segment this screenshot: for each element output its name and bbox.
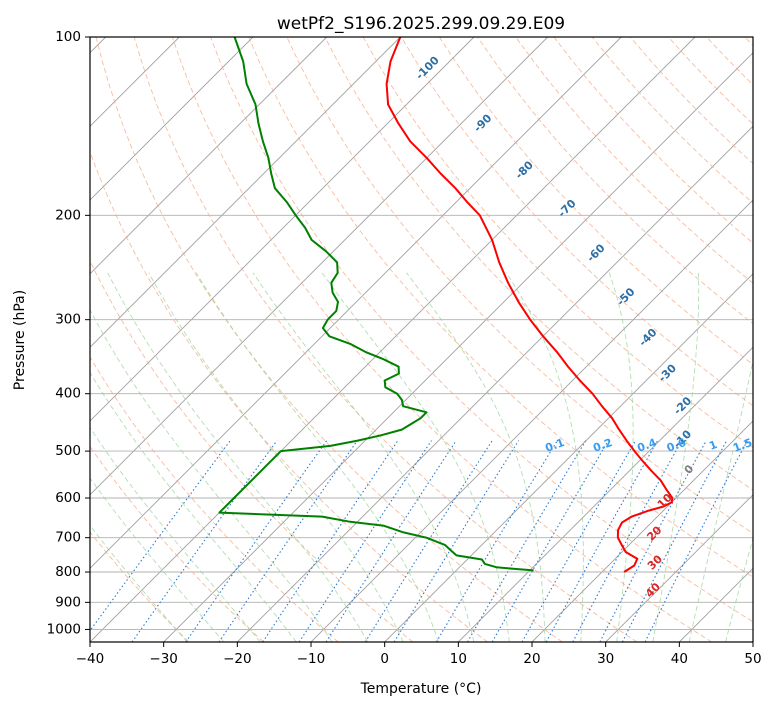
- mixing-ratio-label: 0.6: [665, 436, 688, 455]
- moist-adiabat-line: [406, 272, 546, 642]
- plot-frame: [89, 36, 754, 643]
- mixing-ratio-label: 0.4: [636, 436, 659, 455]
- y-tick-label: 300: [55, 312, 81, 328]
- moist-adiabat-line: [725, 536, 753, 642]
- y-tick-label: 200: [55, 207, 81, 223]
- isotherm-line: [90, 37, 254, 201]
- mixing-ratio-line: [90, 440, 231, 632]
- isotherm-line: [90, 37, 401, 348]
- dewpoint-profile-line: [218, 37, 534, 572]
- mixing-ratio-line: [435, 440, 558, 642]
- y-tick-label: 100: [55, 29, 81, 45]
- mixing-ratio-label: 0.2: [591, 436, 614, 455]
- mixing-ratio-line: [262, 440, 399, 642]
- mixing-ratio-line: [364, 440, 493, 642]
- moist-adiabat-line: [195, 272, 439, 642]
- moist-adiabat-line: [90, 426, 261, 642]
- mixing-ratio-label: 0.1: [543, 436, 566, 455]
- mixing-ratio-line: [467, 440, 587, 642]
- isotherm-line: [90, 37, 475, 422]
- x-tick-label: 50: [744, 651, 761, 667]
- mixing-ratio-label: 1.5: [731, 436, 754, 455]
- isotherm-line: [163, 52, 753, 642]
- moist-adiabat-line: [107, 272, 369, 642]
- mixing-ratio-line: [393, 440, 520, 642]
- dry-adiabat-line: [90, 150, 488, 642]
- moist-adiabat-line: [505, 272, 584, 642]
- mixing-ratio-line: [521, 440, 637, 642]
- dry-adiabat-line: [171, 37, 712, 642]
- dry-adiabat-line: [515, 37, 753, 284]
- dry-adiabat-line: [90, 531, 190, 642]
- y-tick-label: 1000: [47, 621, 81, 637]
- moist-adiabat-line: [688, 358, 753, 642]
- x-axis-label: Temperature (°C): [360, 681, 482, 697]
- mixing-ratio-line: [644, 440, 748, 642]
- axes: −40 −30 −20 −10 0 10 20 30 40 50 100 200 300 400 500 60…: [47, 29, 762, 667]
- mixing-ratio-line: [545, 440, 659, 642]
- isotherm-line: [90, 37, 549, 496]
- moist-adiabat-line: [252, 272, 475, 642]
- sounding-profiles: [218, 37, 674, 573]
- x-tick-label: 0: [380, 651, 389, 667]
- mixing-ratio-line: [131, 440, 278, 642]
- dry-adiabat-line: [210, 37, 753, 623]
- isotherm-line: [90, 37, 696, 642]
- dry-adiabat-line: [95, 37, 563, 642]
- x-tick-label: 10: [450, 651, 467, 667]
- isotherm-line: [605, 494, 753, 642]
- isotherm-line: [457, 346, 753, 642]
- isotherm-line: [384, 273, 753, 642]
- x-tick-label: 30: [597, 651, 614, 667]
- isotherm-line: [90, 37, 328, 275]
- x-tick-label: 20: [523, 651, 540, 667]
- moist-adiabat-line: [90, 477, 225, 642]
- dry-adiabat-line: [133, 37, 638, 642]
- x-tick-label: −30: [149, 651, 178, 667]
- x-tick-label: −40: [76, 651, 105, 667]
- dry-adiabat-line: [90, 356, 339, 642]
- y-tick-label: 400: [55, 386, 81, 402]
- moist-adiabat-line: [652, 272, 700, 642]
- y-tick-label: 900: [55, 594, 81, 610]
- moist-adiabat-line: [90, 371, 297, 642]
- isotherm-line: [90, 37, 622, 569]
- y-tick-label: 800: [55, 564, 81, 580]
- y-tick-label: 500: [55, 443, 81, 459]
- isotherm-line: [236, 125, 753, 642]
- x-tick-label: −20: [223, 651, 252, 667]
- mixing-ratio-line: [572, 440, 683, 642]
- x-tick-label: −10: [297, 651, 326, 667]
- background-reference-lines: [90, 37, 753, 642]
- mixing-ratio-line: [491, 440, 609, 642]
- dry-adiabat-line: [248, 37, 753, 578]
- mixing-ratio-line: [298, 440, 432, 642]
- chart-title: wetPf2_S196.2025.299.09.29.E09: [277, 14, 565, 34]
- y-tick-label: 600: [55, 490, 81, 506]
- moist-adiabat-line: [90, 308, 333, 642]
- y-axis-label: Pressure (hPa): [12, 290, 28, 390]
- x-tick-label: 40: [671, 651, 688, 667]
- dry-adiabat-line: [324, 37, 753, 491]
- mixing-ratio-label: 1: [707, 438, 719, 453]
- mixing-ratio-line: [185, 440, 328, 642]
- dry-adiabat-line: [439, 37, 753, 365]
- dry-adiabat-line: [90, 445, 264, 642]
- isotherm-line: [531, 420, 753, 642]
- dry-adiabat-line: [400, 37, 753, 407]
- moist-adiabat-line: [321, 272, 510, 642]
- temperature-profile-line: [385, 37, 674, 573]
- y-tick-label: 700: [55, 530, 81, 546]
- mixing-ratio-line: [325, 440, 457, 642]
- moist-adiabat-line: [148, 272, 404, 642]
